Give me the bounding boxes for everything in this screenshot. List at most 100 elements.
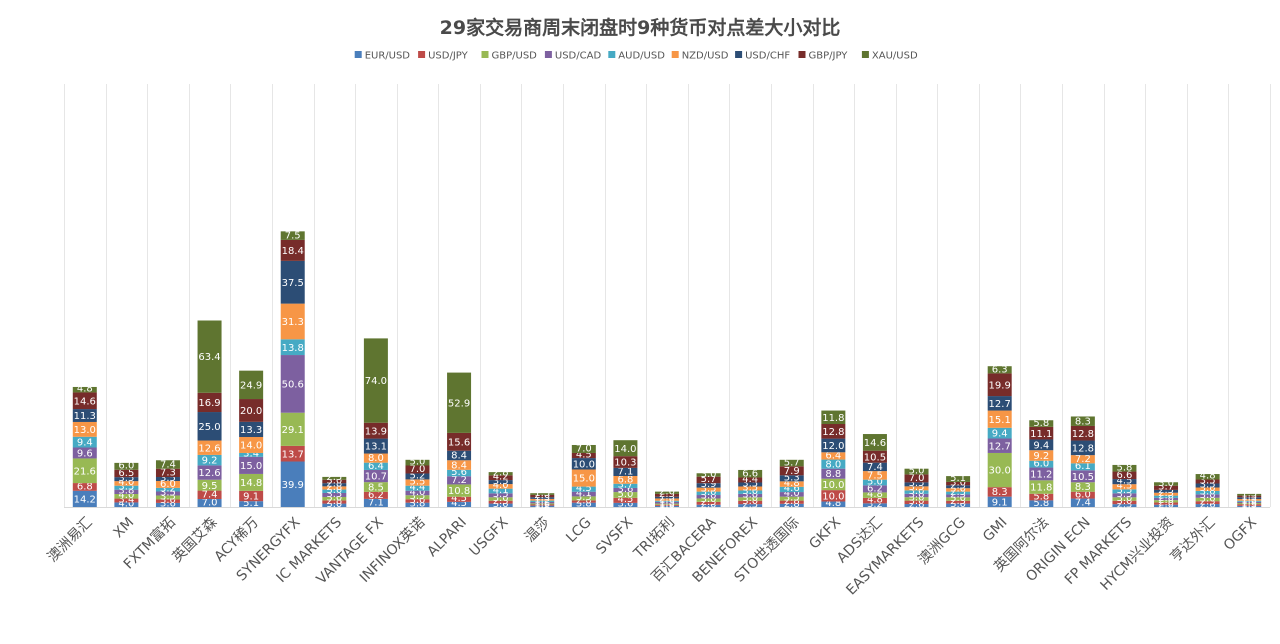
data-label: 3.0 — [950, 499, 966, 510]
data-label: 3.0 — [1200, 486, 1216, 497]
bar-segment — [447, 501, 472, 507]
data-label: 9.2 — [1033, 451, 1049, 462]
data-label: 3.5 — [701, 483, 717, 494]
bar-stack: 7.46.08.310.56.17.212.812.88.3 — [1070, 416, 1095, 509]
bar-segment — [1195, 504, 1220, 507]
data-label: 3.0 — [742, 489, 758, 500]
data-label: 3.0 — [1200, 493, 1216, 504]
data-label: 3.0 — [493, 493, 509, 504]
data-label: 8.0 — [368, 453, 384, 464]
data-label: 4.6 — [784, 483, 800, 494]
data-label: 2.5 — [1158, 485, 1174, 496]
data-label: 4.0 — [118, 490, 134, 501]
bar-segment — [987, 487, 1012, 497]
data-label: 4.8 — [867, 494, 883, 505]
bar-segment — [571, 486, 596, 492]
legend-item: NZD/USD — [671, 51, 729, 62]
data-label: 3.5 — [160, 473, 176, 484]
bar-segment — [363, 469, 388, 483]
data-label: 14.0 — [240, 441, 262, 452]
bar-segment — [1112, 500, 1137, 505]
data-label: 3.4 — [243, 449, 259, 460]
data-label: 6.0 — [1033, 458, 1049, 469]
bar-segment — [530, 505, 555, 507]
bar-segment — [862, 450, 887, 463]
data-label: 3.0 — [742, 496, 758, 507]
bar-segment — [363, 498, 388, 507]
bar-segment — [155, 477, 180, 482]
data-label: 8.3 — [1075, 416, 1091, 427]
bar-segment — [114, 481, 139, 486]
bar-segment — [72, 490, 97, 507]
data-label: 14.6 — [74, 396, 96, 407]
bar-segment — [655, 503, 679, 505]
bar-segment — [322, 479, 347, 484]
data-label: 21.6 — [74, 466, 96, 477]
data-label: 2.0 — [1158, 491, 1174, 502]
bar-segment — [904, 474, 929, 483]
bar-segment — [821, 478, 846, 491]
bar-stack: 2.02.02.02.02.02.52.53.73.0 — [1154, 478, 1179, 511]
bar-segment — [1029, 467, 1054, 481]
data-label: 3.5 — [118, 473, 134, 484]
data-label: 7.5 — [867, 470, 883, 481]
bar-segment — [1070, 491, 1095, 499]
data-label: 3.5 — [576, 492, 592, 503]
data-label: 74.0 — [365, 376, 387, 387]
data-label: 3.0 — [1200, 483, 1216, 494]
data-label: 3.5 — [909, 478, 925, 489]
bar-segment — [1029, 426, 1054, 440]
data-label: 7.5 — [285, 231, 301, 242]
legend-label: EUR/USD — [365, 51, 411, 62]
bar-segment — [946, 503, 971, 507]
data-label: 5.3 — [784, 472, 800, 483]
bar-segment — [1154, 504, 1179, 507]
data-label: 13.7 — [282, 449, 304, 460]
data-label: 4.0 — [493, 480, 509, 491]
data-label: 2.5 — [950, 496, 966, 507]
data-label: 2.8 — [326, 496, 342, 507]
bar-segment — [1029, 439, 1054, 451]
bar-segment — [1070, 498, 1095, 507]
bar-stack: 5.19.1 14.8 15.03.414.0 13.3 20.0 24.9 — [239, 370, 264, 509]
bar-segment — [779, 496, 804, 501]
data-label: 13.8 — [282, 343, 304, 354]
bar-segment — [114, 485, 139, 490]
bar-segment — [197, 412, 222, 441]
bar-segment — [696, 501, 721, 505]
bar-stack: 4.03.44.03.83.54.03.56.56.0 — [114, 461, 139, 510]
bar-segment — [1154, 482, 1179, 486]
data-label: 6.0 — [118, 461, 134, 472]
bar-segment — [197, 320, 222, 393]
bar-segment — [322, 500, 347, 504]
bar-segment — [821, 410, 846, 425]
data-label: 19.9 — [989, 380, 1011, 391]
data-label: 4.8 — [77, 384, 93, 395]
bar-segment — [363, 438, 388, 454]
bar-segment — [322, 476, 347, 480]
data-label: 3.0 — [326, 475, 342, 486]
bar-segment — [363, 491, 388, 499]
bar-segment — [779, 500, 804, 504]
data-label: 3.4 — [118, 494, 134, 505]
bar-segment — [571, 458, 596, 470]
bar-stack: 2.53.03.03.03.03.53.54.46.6 — [738, 468, 763, 510]
bar-segment — [1154, 500, 1179, 503]
data-label: 2.5 — [1158, 488, 1174, 499]
data-label: 3.7 — [1158, 482, 1174, 493]
data-label: 6.2 — [368, 490, 384, 501]
data-label: 3.0 — [742, 486, 758, 497]
data-label: 5.1 — [243, 498, 259, 509]
bar-segment — [738, 504, 763, 507]
bar-segment — [114, 502, 139, 507]
bar-segment — [239, 452, 264, 457]
bar-stack: 2.63.03.03.03.03.53.57.05.0 — [904, 465, 929, 510]
bar-segment — [613, 487, 638, 493]
bar-segment — [405, 459, 430, 466]
bar-segment — [904, 490, 929, 494]
data-label: 5.1 — [950, 473, 966, 484]
bar-segment — [155, 468, 180, 478]
bar-segment — [571, 491, 596, 497]
bar-segment — [72, 392, 97, 410]
bar-segment — [655, 505, 679, 507]
